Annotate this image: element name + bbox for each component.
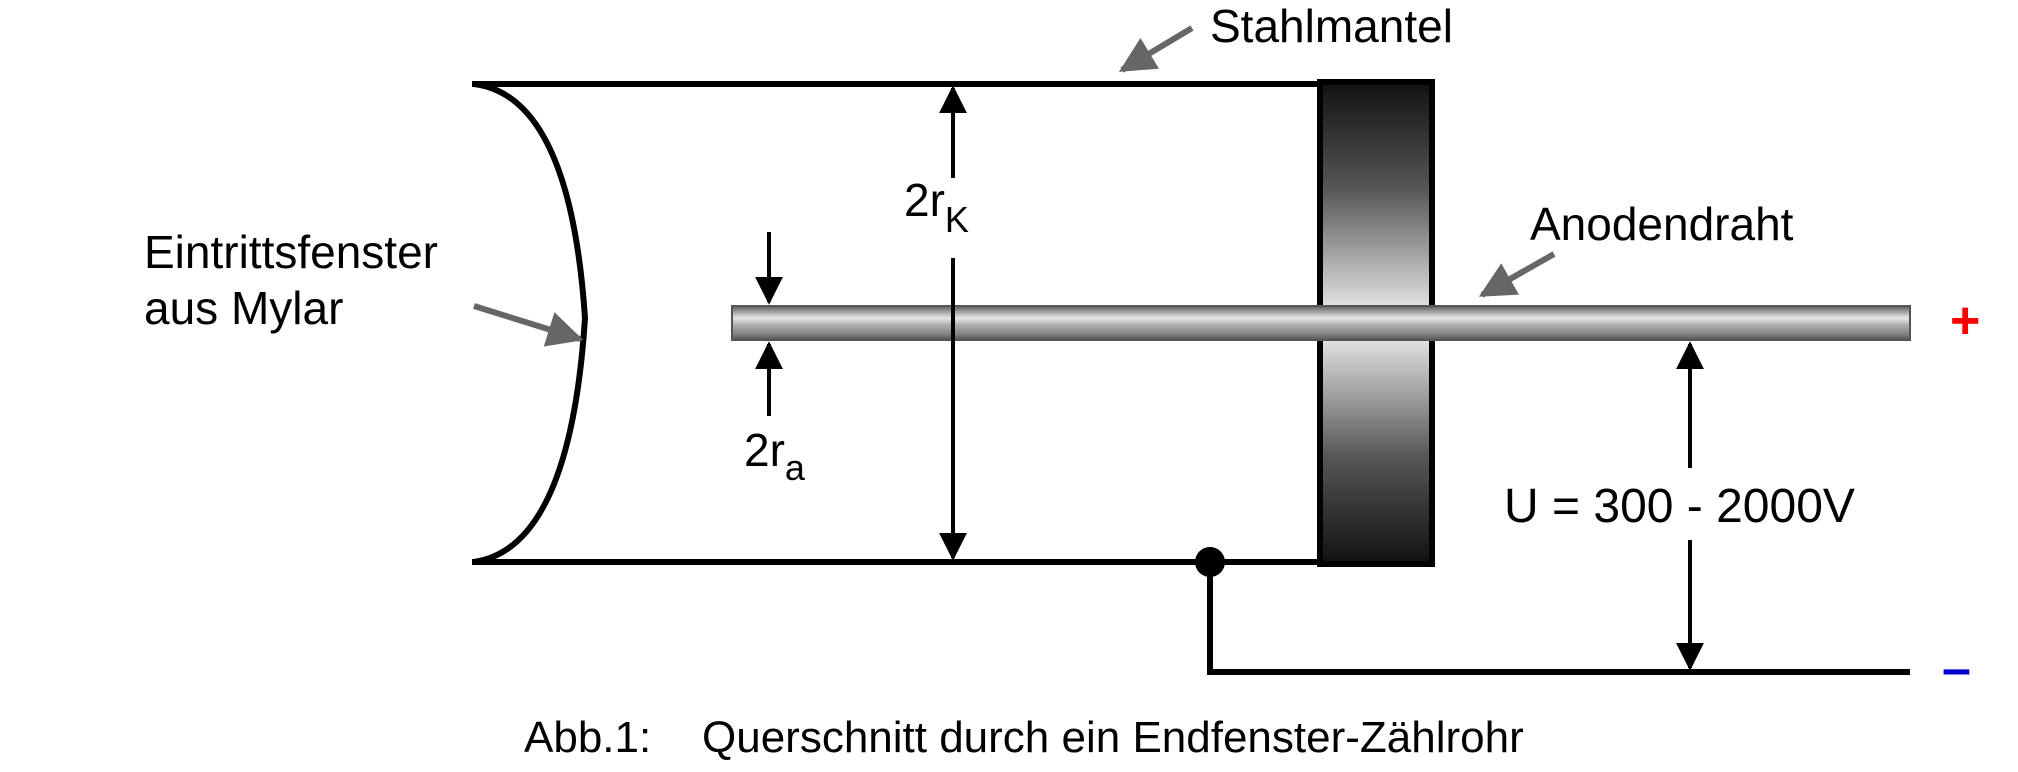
- plus-terminal: +: [1950, 292, 1980, 350]
- anode-wire-label: Anodendraht: [1530, 198, 1794, 250]
- voltage-label: U = 300 - 2000V: [1504, 480, 1855, 533]
- window-label-line2: aus Mylar: [144, 282, 343, 334]
- cathode-diameter-base: 2r: [904, 174, 945, 226]
- steel-jacket-label: Stahlmantel: [1210, 0, 1453, 52]
- anode-diameter-subscript: a: [785, 447, 806, 488]
- cathode-diameter-subscript: K: [945, 199, 969, 240]
- figure-number: Abb.1:: [524, 713, 651, 762]
- window-pointer: [473, 303, 584, 347]
- anode-wire-pointer: [1478, 251, 1556, 298]
- window-label-line1: Eintrittsfenster: [144, 226, 438, 278]
- cathode-diameter-label: 2rK: [904, 174, 969, 240]
- anode-diameter-label: 2ra: [744, 424, 806, 488]
- anode-wire: [731, 305, 1911, 341]
- steel-jacket-pointer: [1118, 25, 1194, 73]
- mylar-window: [473, 81, 589, 565]
- figure-caption: Querschnitt durch ein Endfenster-Zählroh…: [702, 713, 1524, 762]
- anode-diameter-base: 2r: [744, 424, 785, 476]
- minus-terminal: –: [1942, 640, 1971, 698]
